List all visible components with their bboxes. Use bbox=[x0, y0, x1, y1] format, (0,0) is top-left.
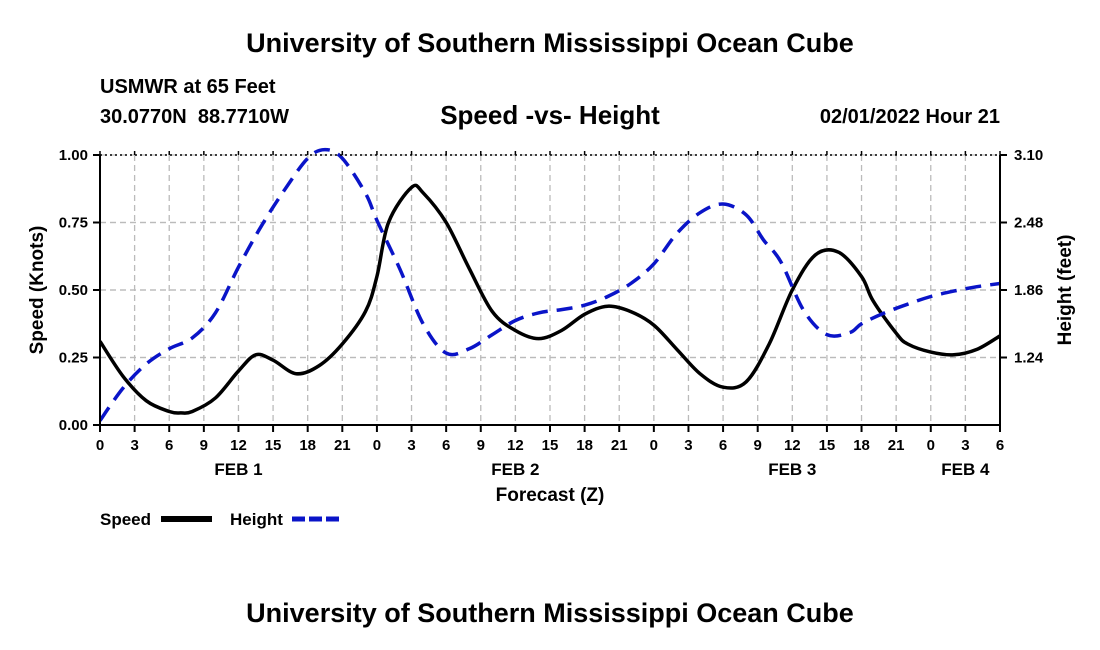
x-tick-label: 9 bbox=[200, 437, 208, 454]
y-tick-label: 0.50 bbox=[59, 282, 88, 299]
station-label: USMWR at 65 Feet bbox=[100, 76, 276, 98]
y-tick-label: 1.00 bbox=[59, 147, 88, 164]
x-tick-label: 18 bbox=[576, 437, 593, 454]
chart-subtitle: Speed -vs- Height bbox=[440, 100, 660, 130]
legend-label-speed: Speed bbox=[100, 510, 151, 529]
x-tick-label: 3 bbox=[130, 437, 138, 454]
y2-tick-label: 1.86 bbox=[1014, 282, 1043, 299]
longitude: 88.7710W bbox=[197, 106, 290, 128]
day-label: FEB 4 bbox=[941, 460, 990, 479]
y2-tick-label: 2.48 bbox=[1014, 215, 1043, 232]
x-tick-label: 0 bbox=[96, 437, 104, 454]
x-tick-label: 12 bbox=[784, 437, 801, 454]
series-line-height bbox=[100, 147, 1000, 422]
footer-title: University of Southern Mississippi Ocean… bbox=[246, 598, 854, 628]
x-tick-label: 12 bbox=[507, 437, 524, 454]
y2-axis-title: Height (feet) bbox=[1055, 235, 1076, 346]
x-tick-label: 9 bbox=[754, 437, 762, 454]
x-tick-label: 15 bbox=[542, 437, 559, 454]
x-axis-title: Forecast (Z) bbox=[496, 485, 605, 506]
axes bbox=[93, 151, 1007, 432]
coordinates: 30.0770N 88.7710W bbox=[100, 106, 289, 129]
x-tick-label: 21 bbox=[334, 437, 351, 454]
y-axis-title: Speed (Knots) bbox=[27, 226, 48, 355]
day-label: FEB 3 bbox=[768, 460, 816, 479]
x-tick-label: 6 bbox=[719, 437, 727, 454]
y-tick-label: 0.25 bbox=[59, 350, 88, 367]
axis-labels: 0 3 6 9 12 15 18 21 0 3 6 9 12 15 18 21 0 3 6 9 12 15 18 21 0 3 6 0… bbox=[27, 147, 1076, 506]
y2-tick-label: 3.10 bbox=[1014, 147, 1043, 164]
issue-time: 02/01/2022 Hour 21 bbox=[819, 106, 1000, 128]
x-tick-label: 0 bbox=[650, 437, 658, 454]
x-tick-label: 6 bbox=[996, 437, 1004, 454]
x-tick-label: 3 bbox=[961, 437, 969, 454]
grid bbox=[100, 154, 1000, 425]
x-tick-label: 3 bbox=[407, 437, 415, 454]
x-tick-label: 15 bbox=[819, 437, 836, 454]
series-line-speed bbox=[100, 183, 1000, 415]
x-tick-label: 21 bbox=[888, 437, 905, 454]
y-tick-label: 0.00 bbox=[59, 417, 88, 434]
legend: Speed Height bbox=[100, 510, 342, 529]
x-tick-label: 0 bbox=[927, 437, 935, 454]
x-tick-label: 15 bbox=[265, 437, 282, 454]
legend-label-height: Height bbox=[230, 510, 283, 529]
x-tick-label: 3 bbox=[684, 437, 692, 454]
x-tick-label: 6 bbox=[165, 437, 173, 454]
chart-title: University of Southern Mississippi Ocean… bbox=[246, 28, 854, 58]
x-tick-label: 0 bbox=[373, 437, 381, 454]
x-tick-label: 9 bbox=[477, 437, 485, 454]
y2-tick-label: 1.24 bbox=[1014, 350, 1044, 367]
x-tick-label: 18 bbox=[299, 437, 316, 454]
x-tick-label: 6 bbox=[442, 437, 450, 454]
day-label: FEB 2 bbox=[491, 460, 539, 479]
x-tick-label: 21 bbox=[611, 437, 628, 454]
x-tick-label: 18 bbox=[853, 437, 870, 454]
x-tick-label: 12 bbox=[230, 437, 247, 454]
y-tick-label: 0.75 bbox=[59, 215, 88, 232]
series-layer bbox=[100, 147, 1000, 422]
latitude: 30.0770N bbox=[100, 106, 187, 128]
day-label: FEB 1 bbox=[214, 460, 262, 479]
